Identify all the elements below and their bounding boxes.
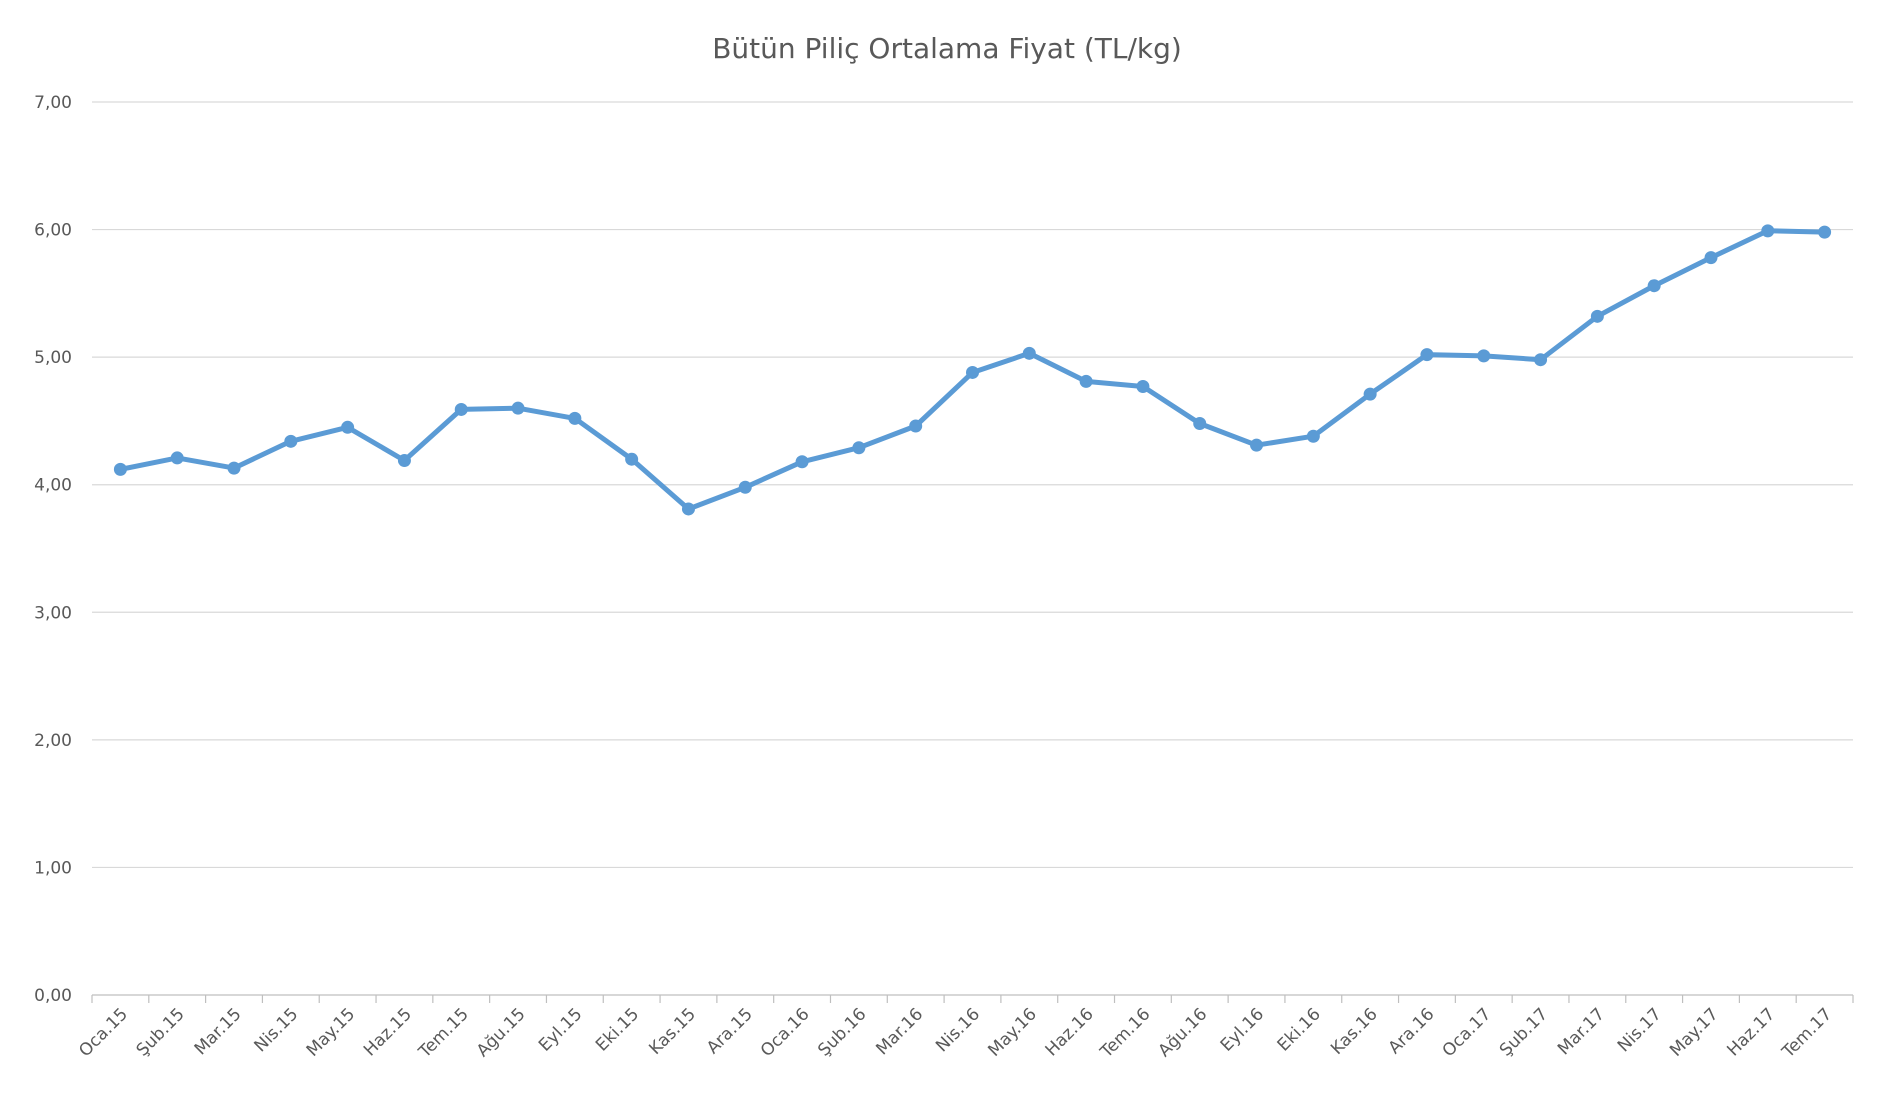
y-tick-label: 3,00 (34, 603, 72, 623)
y-tick-label: 1,00 (34, 858, 72, 878)
data-point (681, 502, 695, 516)
x-tick-label: Ağu.16 (1155, 1004, 1212, 1061)
x-tick-label: Şub.17 (1496, 1004, 1552, 1060)
data-point (454, 402, 468, 416)
y-axis: 0,00 1,00 2,00 3,00 4,00 5,00 6,00 7,00 (34, 93, 72, 1006)
data-point (738, 480, 752, 494)
data-point (113, 462, 127, 476)
data-point (1590, 309, 1604, 323)
chart-title: Bütün Piliç Ortalama Fiyat (TL/kg) (712, 32, 1182, 65)
data-point (511, 401, 525, 415)
y-tick-label: 0,00 (34, 986, 72, 1006)
data-point (966, 365, 979, 379)
x-tick-label: Haz.15 (360, 1004, 416, 1060)
data-point (1647, 279, 1661, 293)
x-tick-label: Ara.16 (1385, 1004, 1439, 1058)
data-point (1022, 346, 1036, 360)
x-tick-label: Ara.15 (703, 1004, 757, 1058)
y-tick-label: 2,00 (34, 731, 72, 751)
x-tick-label: Oca.16 (757, 1004, 814, 1061)
x-tick-label: Eki.16 (1274, 1004, 1325, 1055)
data-point (1250, 438, 1264, 452)
x-tick-label: Eyl.16 (1217, 1004, 1268, 1055)
data-point (1761, 224, 1775, 238)
data-point (341, 420, 355, 434)
x-tick-label: Nis.16 (932, 1004, 984, 1056)
data-point (1136, 379, 1150, 393)
series-layer (113, 224, 1832, 516)
data-point (1363, 387, 1377, 401)
x-tick-label: Haz.16 (1042, 1004, 1098, 1060)
data-point (1193, 416, 1207, 430)
x-tick-label: Mar.15 (191, 1004, 246, 1059)
x-tick-label: Tem.17 (1778, 1004, 1836, 1062)
data-point (1420, 348, 1434, 362)
data-point (1079, 374, 1093, 388)
x-tick-label: Mar.17 (1554, 1004, 1609, 1059)
data-point (1477, 349, 1491, 363)
x-axis: Oca.15 Şub.15 Mar.15 Nis.15 May.15 Haz.15 Tem.… (75, 994, 1854, 1063)
y-tick-label: 6,00 (34, 221, 72, 241)
data-point (284, 434, 298, 448)
data-point (795, 455, 809, 469)
data-point (397, 453, 411, 467)
data-point (1534, 353, 1548, 367)
x-tick-label: Nis.15 (250, 1004, 302, 1056)
gridlines (92, 101, 1853, 869)
x-tick-label: Haz.17 (1723, 1004, 1779, 1060)
x-tick-label: May.15 (303, 1004, 359, 1060)
x-tick-label: Eki.15 (592, 1004, 643, 1055)
data-point (227, 461, 241, 475)
y-tick-label: 5,00 (34, 348, 72, 368)
x-tick-label: Oca.17 (1439, 1004, 1496, 1061)
data-point (1818, 225, 1832, 239)
x-tick-label: Kas.16 (1327, 1004, 1382, 1059)
x-tick-label: Ağu.15 (473, 1004, 530, 1061)
data-point (1704, 251, 1718, 265)
y-tick-label: 7,00 (34, 93, 72, 113)
y-tick-label: 4,00 (34, 476, 72, 496)
x-tick-label: Şub.15 (133, 1004, 189, 1060)
data-point (852, 441, 866, 455)
x-tick-label: Şub.16 (814, 1004, 870, 1060)
x-tick-label: Nis.17 (1614, 1004, 1666, 1056)
x-tick-label: Mar.16 (872, 1004, 927, 1059)
data-point (568, 411, 582, 425)
data-point (909, 419, 923, 433)
x-tick-label: Tem.16 (1096, 1004, 1154, 1062)
data-point (170, 451, 184, 465)
x-tick-label: Tem.15 (414, 1004, 472, 1062)
x-tick-label: May.17 (1666, 1004, 1722, 1060)
data-point (1306, 429, 1320, 443)
x-tick-label: Kas.15 (645, 1004, 700, 1059)
x-tick-label: Eyl.15 (535, 1004, 586, 1055)
x-tick-label: May.16 (984, 1004, 1040, 1060)
data-point (625, 452, 639, 466)
x-tick-label: Oca.15 (75, 1004, 132, 1061)
